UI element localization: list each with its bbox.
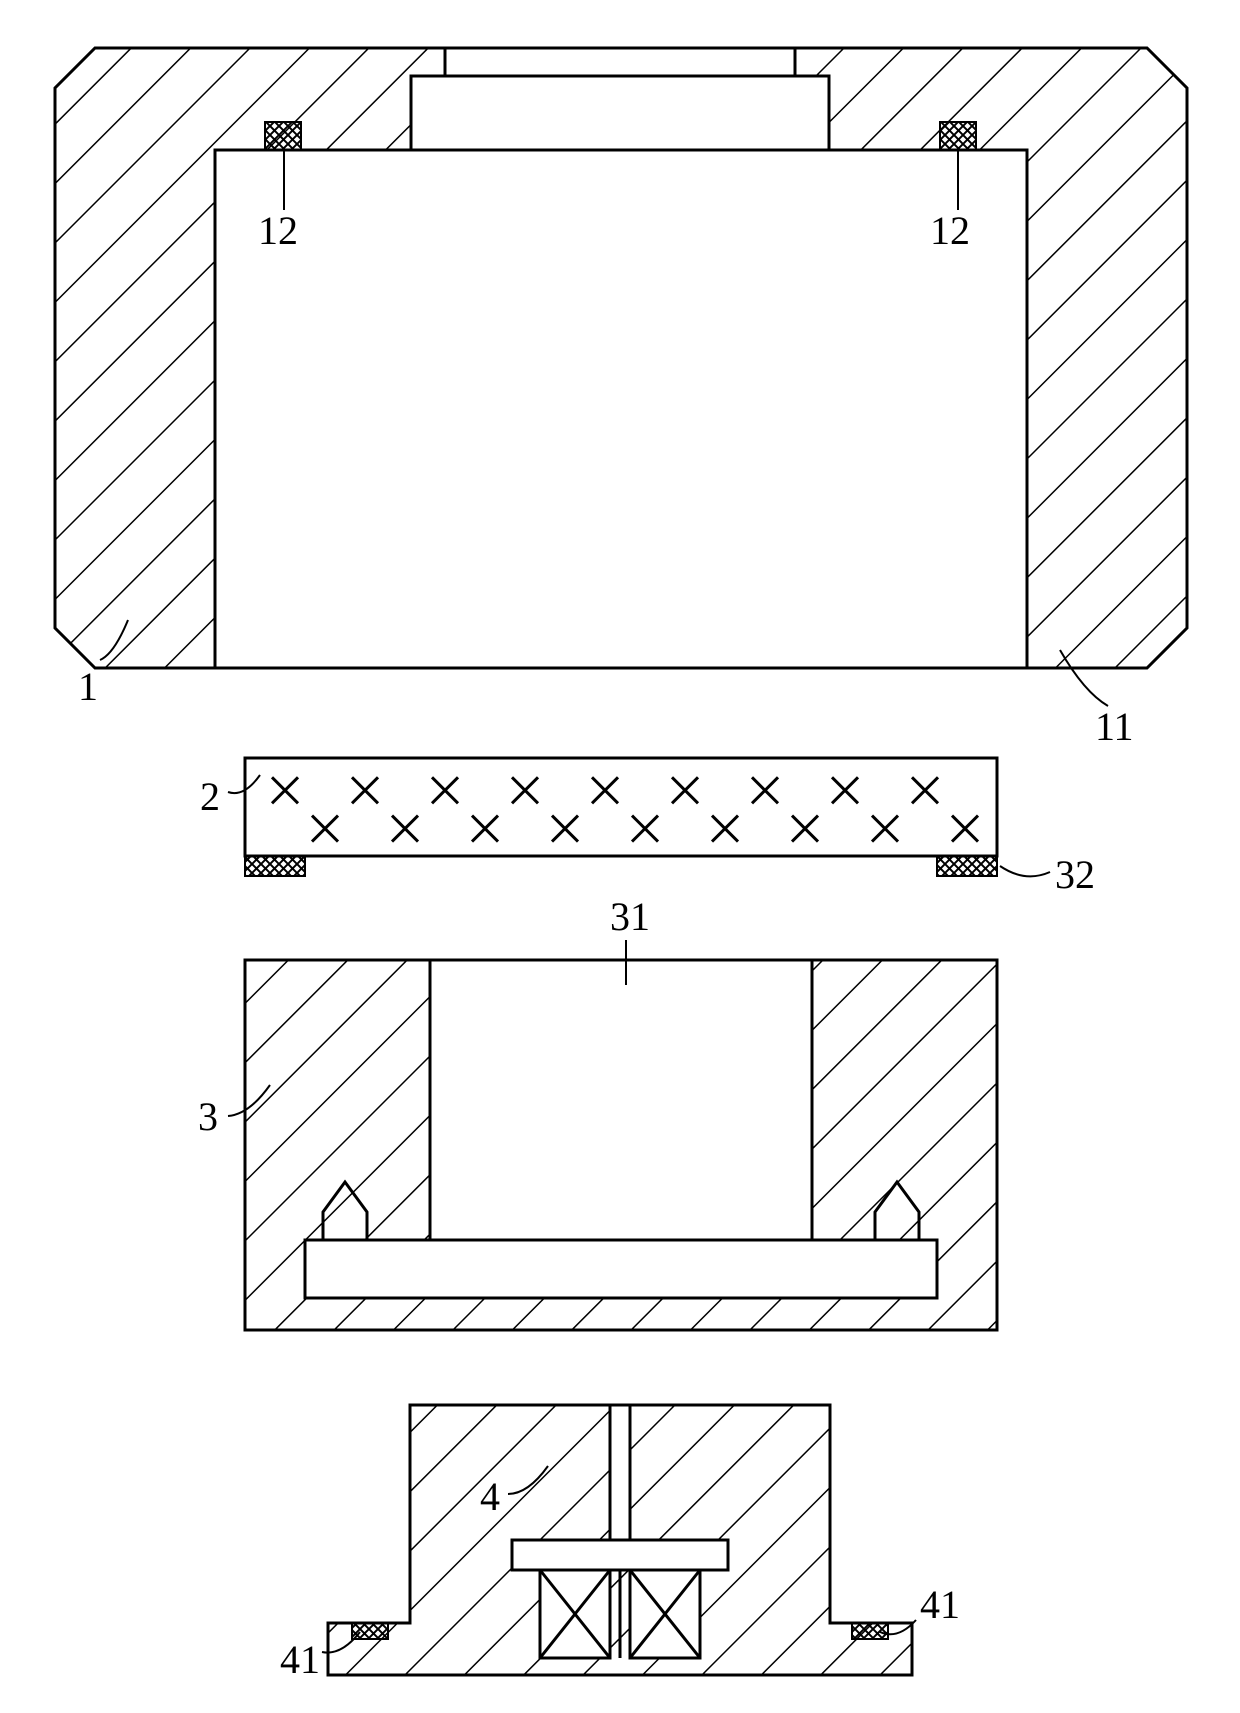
part-2 xyxy=(245,758,997,856)
part-1-top-slot xyxy=(411,48,829,150)
label-41: 41 xyxy=(920,1582,960,1627)
label-12: 12 xyxy=(930,208,970,253)
part-4-plate xyxy=(512,1540,728,1570)
part-3-floor-slot xyxy=(305,1240,937,1298)
part-3-bore xyxy=(430,960,812,1240)
label-2: 2 xyxy=(200,774,220,819)
part-1-section xyxy=(55,48,1187,668)
leader-line xyxy=(1000,866,1050,876)
pad-12 xyxy=(265,122,301,150)
label-3: 3 xyxy=(198,1094,218,1139)
label-1: 1 xyxy=(78,664,98,709)
label-32: 32 xyxy=(1055,852,1095,897)
label-11: 11 xyxy=(1095,704,1134,749)
pad-32 xyxy=(245,856,305,876)
pad-41 xyxy=(852,1623,888,1639)
part-3-section xyxy=(245,960,997,1330)
part-1-cavity xyxy=(215,150,1027,668)
figure-root: 123411313212124141 xyxy=(0,0,1240,1713)
label-12: 12 xyxy=(258,208,298,253)
pad-32 xyxy=(937,856,997,876)
pad-12 xyxy=(940,122,976,150)
label-31: 31 xyxy=(610,894,650,939)
label-41: 41 xyxy=(280,1637,320,1682)
part-4-stem xyxy=(610,1405,630,1540)
label-4: 4 xyxy=(480,1474,500,1519)
